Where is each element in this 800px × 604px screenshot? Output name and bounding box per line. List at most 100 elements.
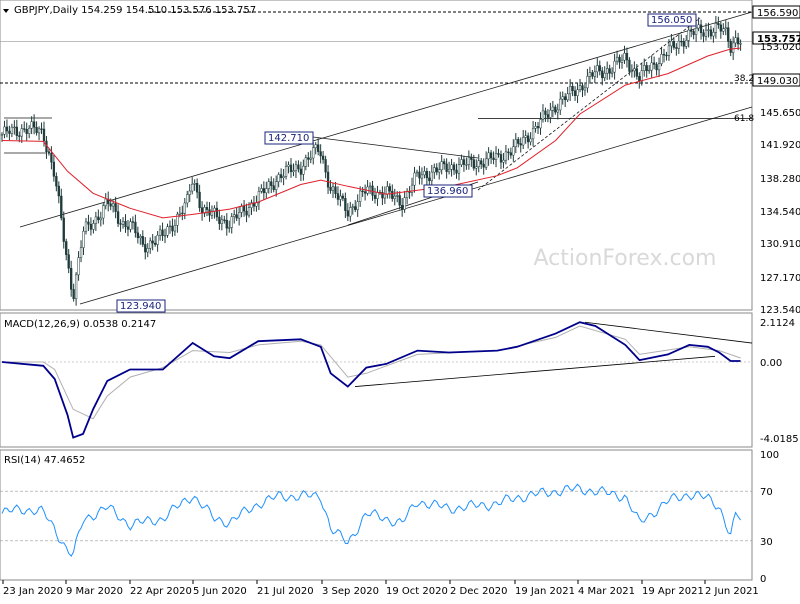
trend-dashed-line [477, 17, 701, 191]
candle-body [677, 40, 680, 49]
candle-body [418, 171, 421, 179]
candle-body [84, 221, 88, 232]
candle-body [176, 214, 179, 226]
candle-body [213, 207, 216, 212]
candle-body [195, 183, 199, 193]
candle-body [97, 216, 100, 221]
candle-body [171, 225, 174, 232]
candle-body [401, 205, 404, 210]
candle-body [312, 147, 315, 159]
candle-body [351, 206, 354, 208]
candle-body [445, 163, 448, 172]
candle-body [467, 157, 471, 165]
candle-body [405, 191, 409, 198]
candle-body [30, 121, 33, 129]
candle-body [129, 221, 132, 230]
candle-body [638, 76, 641, 82]
candle-body [603, 72, 606, 79]
rsi-tick-label: 30 [760, 537, 773, 548]
candle-body [183, 202, 186, 214]
candle-body [670, 40, 673, 47]
candle-body [225, 219, 228, 229]
candle-body [438, 169, 441, 173]
candle-body [20, 128, 23, 137]
price-tick-box [752, 31, 800, 45]
candle-body [494, 153, 498, 160]
candle-body [415, 171, 419, 174]
candle-body [610, 71, 614, 74]
candle-body [109, 203, 112, 207]
macd-panel-frame [0, 312, 753, 448]
candle-body [70, 268, 73, 290]
price-tick-label: 138.280 [760, 174, 800, 185]
candle-body [485, 158, 488, 168]
candle-body [470, 157, 473, 160]
candle-body [57, 185, 60, 197]
candle-body [193, 183, 196, 185]
candle-body [598, 65, 601, 72]
candle-body [657, 63, 661, 71]
candle-body [573, 90, 577, 96]
macd-tick-label: 0.00 [760, 358, 782, 369]
candle-body [615, 56, 619, 62]
candle-body [628, 59, 631, 72]
candle-body [247, 207, 251, 216]
candle-body [497, 153, 500, 155]
candle-body [284, 166, 288, 177]
candle-body [168, 225, 172, 228]
candle-body [287, 164, 290, 167]
candle-body [92, 223, 95, 230]
candle-body [344, 198, 347, 211]
candle-body [566, 93, 569, 101]
candle-body [447, 169, 451, 172]
candle-body [739, 43, 742, 45]
candle-body [72, 289, 75, 299]
candle-body [623, 52, 626, 61]
candle-body [652, 62, 656, 65]
candle-body [388, 186, 391, 192]
candle-body [393, 195, 396, 199]
candle-body [124, 221, 127, 228]
candle-body [732, 42, 735, 53]
candle-body [292, 170, 295, 173]
candle-body [403, 197, 406, 210]
dropdown-arrow-icon[interactable] [3, 9, 9, 13]
candle-body [50, 152, 53, 163]
candle-body [625, 52, 629, 61]
date-tick-label: 22 Apr 2020 [130, 586, 192, 597]
rsi-layer [0, 483, 752, 557]
candle-body [178, 212, 182, 215]
candle-body [28, 127, 31, 134]
candle-body [166, 226, 169, 236]
candle-body [359, 190, 362, 202]
candle-body [339, 195, 342, 200]
candle-body [260, 188, 263, 192]
candle-body [482, 163, 485, 168]
candle-body [304, 157, 307, 167]
date-tick-label: 19 Apr 2021 [642, 586, 704, 597]
candle-body [568, 86, 572, 95]
candle-body [517, 139, 520, 144]
candle-body [321, 155, 325, 160]
candle-body [317, 144, 320, 152]
channel-upper-line [19, 11, 753, 228]
candle-body [151, 240, 154, 244]
candle-body [457, 164, 461, 174]
candle-body [282, 176, 285, 179]
candle-body [82, 230, 85, 248]
candle-body [561, 96, 564, 100]
price-tick-label: 153.757 [757, 34, 800, 45]
candle-body [435, 167, 438, 173]
price-tick-label: 153.020 [760, 42, 800, 53]
candle-body [465, 164, 468, 166]
candle-body [722, 28, 725, 32]
candle-body [650, 62, 653, 71]
candle-body [134, 221, 137, 234]
candle-body [398, 195, 401, 206]
candle-body [692, 31, 695, 35]
candle-body [257, 190, 261, 204]
macd-tick-label: -4.0185 [760, 434, 799, 445]
candle-body [381, 192, 384, 199]
candle-body [116, 211, 120, 224]
candle-body [413, 172, 416, 186]
